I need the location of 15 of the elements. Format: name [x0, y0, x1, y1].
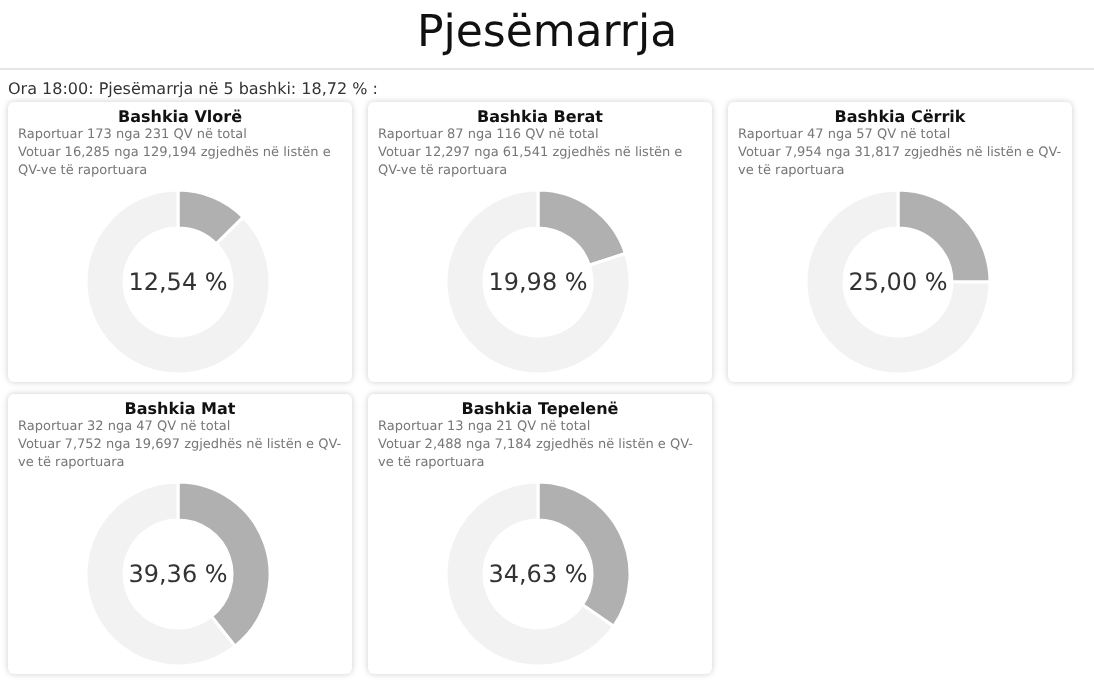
donut-slice [804, 188, 992, 376]
donut-slice [84, 188, 272, 376]
donut-slice [444, 188, 632, 376]
chart-title: Bashkia Berat [475, 108, 605, 126]
chart-title: Bashkia Cërrik [832, 108, 968, 126]
chart-title: Bashkia Mat [122, 400, 238, 418]
text: 19,98 % [488, 268, 588, 296]
text: Ora 18:00: Pjesëmarrja në 5 bashki: 18,72 % : [0, 68, 1094, 102]
chart-title: Bashkia Tepelenë [459, 400, 621, 418]
text: 34,63 % [488, 560, 588, 588]
text: 25,00 % [848, 268, 948, 296]
chart-title: Bashkia Vlorë [116, 108, 244, 126]
text: 39,36 % [128, 560, 228, 588]
text: Pjesëmarrja [414, 6, 680, 62]
text: 12,54 % [128, 268, 228, 296]
